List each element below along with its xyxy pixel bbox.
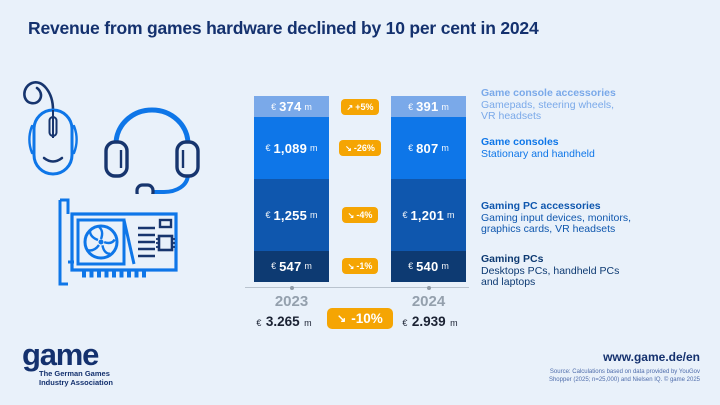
unit-label: m [450, 318, 458, 328]
total-2024: € 2.939 m [385, 313, 475, 331]
currency-symbol: € [408, 143, 414, 154]
legend-description-line: Gamepads, steering wheels, [481, 98, 615, 111]
unit-label: m [304, 261, 312, 272]
unit-label: m [304, 101, 312, 112]
currency-symbol: € [265, 143, 271, 154]
legend-description-line: graphics cards, VR headsets [481, 223, 616, 235]
website-link: www.game.de/en [603, 350, 700, 364]
segment-gaming-pcs-2023: €547 m [254, 250, 329, 282]
logo-tagline: The German Games Industry Association [39, 369, 113, 387]
segment-value: 547 [279, 258, 302, 274]
segment-value: 391 [416, 99, 439, 115]
segment-gaming-pc-accessories-2024: €1,201 m [391, 179, 466, 251]
total-change-badge: ↘ -10% [327, 308, 393, 329]
currency-symbol: € [402, 210, 408, 221]
currency-symbol: € [408, 101, 414, 112]
badge-slot: ↗ +5% [329, 96, 391, 117]
unit-label: m [441, 261, 449, 272]
change-value: -1% [356, 261, 373, 272]
axis-tick-2024 [426, 285, 431, 290]
currency-symbol: € [265, 210, 271, 221]
segment-gaming-pc-accessories-2023: €1,255 m [254, 179, 329, 251]
legend-title: Game consoles [481, 136, 559, 148]
change-badge-gaming-pc-accessories: ↘ -4% [341, 207, 379, 224]
legend-item-gaming-pc-accessories: Gaming PC accessories Gaming input device… [481, 200, 631, 236]
total-2024-value: 2.939 [411, 314, 446, 329]
segment-game-consoles-2024: €807 m [391, 117, 466, 180]
logo-wordmark: game [22, 337, 99, 372]
currency-symbol: € [256, 318, 262, 328]
total-2023-value: 3.265 [265, 314, 300, 329]
segment-value: 1,255 [273, 207, 308, 223]
logo-tagline-line2: Industry Association [39, 378, 113, 387]
legend-description-line: Desktops PCs, handheld PCs [481, 264, 620, 277]
segment-value: 1,089 [273, 140, 308, 156]
legend-description-line: Stationary and handheld [481, 147, 595, 160]
down-right-arrow-icon: ↘ [347, 211, 355, 221]
currency-symbol: € [402, 318, 408, 328]
unit-label: m [441, 101, 449, 112]
change-badge-game-consoles: ↘ -26% [339, 140, 381, 157]
legend-description-line: Gaming input devices, monitors, [481, 211, 631, 224]
gaming-headset-icon [104, 107, 200, 194]
change-badge-game-console-accessories: ↗ +5% [340, 98, 380, 115]
logo-tagline-line1: The German Games [39, 369, 110, 378]
unit-label: m [304, 318, 312, 328]
badge-slot: ↘ -1% [329, 251, 391, 282]
change-badges-column: ↗ +5% ↘ -26% ↘ -4% ↘ -1% [329, 96, 391, 282]
unit-label: m [447, 210, 455, 221]
game-association-logo: game The German Games Industry Associati… [22, 337, 113, 387]
down-right-arrow-icon: ↘ [345, 144, 352, 154]
x-axis [245, 285, 469, 290]
segment-value: 540 [416, 258, 439, 274]
computer-mouse-icon [23, 80, 78, 176]
unit-label: m [441, 143, 449, 154]
badge-slot: ↘ -26% [329, 117, 391, 179]
legend-item-gaming-pcs: Gaming PCs Desktops PCs, handheld PCs and … [481, 253, 620, 289]
badge-slot: ↘ -4% [329, 179, 391, 250]
source-line2: Shopper (2025; n=25,000) and Nielsen IQ.… [548, 376, 700, 383]
legend-description-line: and laptops [481, 276, 536, 288]
legend-description-line: VR headsets [481, 110, 542, 122]
segment-game-console-accessories-2024: €391 m [391, 96, 466, 118]
legend-title: Gaming PC accessories [481, 200, 601, 212]
legend-item-game-consoles: Game consoles Stationary and handheld [481, 136, 595, 160]
year-label-2024: 2024 [411, 293, 446, 310]
segment-value: 1,201 [410, 207, 445, 223]
change-value: -4% [356, 210, 373, 221]
graphics-card-icon [58, 198, 178, 286]
axis-tick-2023 [289, 285, 294, 290]
page-title: Revenue from games hardware declined by … [28, 18, 539, 38]
currency-symbol: € [271, 101, 277, 112]
segment-value: 807 [416, 140, 439, 156]
year-label-2023: 2023 [274, 293, 309, 310]
segment-gaming-pcs-2024: €540 m [391, 250, 466, 282]
change-value: +5% [355, 101, 374, 112]
down-right-arrow-icon: ↘ [337, 313, 347, 325]
legend-title: Game console accessories [481, 87, 616, 99]
bar-2023: €374 m €1,089 m €1,255 m €547 m [254, 96, 329, 282]
currency-symbol: € [271, 261, 277, 272]
up-right-arrow-icon: ↗ [346, 102, 354, 112]
bars-area: €374 m €1,089 m €1,255 m €547 m ↗ +5% ↘ -26% ↘ -4% ↘ -… [245, 96, 469, 282]
legend-item-game-console-accessories: Game console accessories Gamepads, steeri… [481, 87, 616, 123]
change-value: -26% [353, 143, 375, 154]
change-badge-gaming-pcs: ↘ -1% [341, 258, 379, 275]
bar-2024: €391 m €807 m €1,201 m €540 m [391, 96, 466, 282]
source-line1: Source: Calculations based on data provi… [549, 369, 700, 375]
legend-title: Gaming PCs [481, 253, 544, 265]
source-note: Source: Calculations based on data provi… [549, 369, 700, 384]
segment-value: 374 [279, 99, 302, 115]
stacked-bar-chart: €374 m €1,089 m €1,255 m €547 m ↗ +5% ↘ -26% ↘ -4% ↘ -… [245, 96, 469, 340]
unit-label: m [310, 210, 318, 221]
total-2023: € 3.265 m [239, 313, 329, 331]
down-right-arrow-icon: ↘ [347, 262, 355, 272]
segment-game-consoles-2023: €1,089 m [254, 117, 329, 180]
currency-symbol: € [408, 261, 414, 272]
total-change-value: -10% [351, 311, 383, 326]
unit-label: m [310, 143, 318, 154]
segment-game-console-accessories-2023: €374 m [254, 96, 329, 118]
